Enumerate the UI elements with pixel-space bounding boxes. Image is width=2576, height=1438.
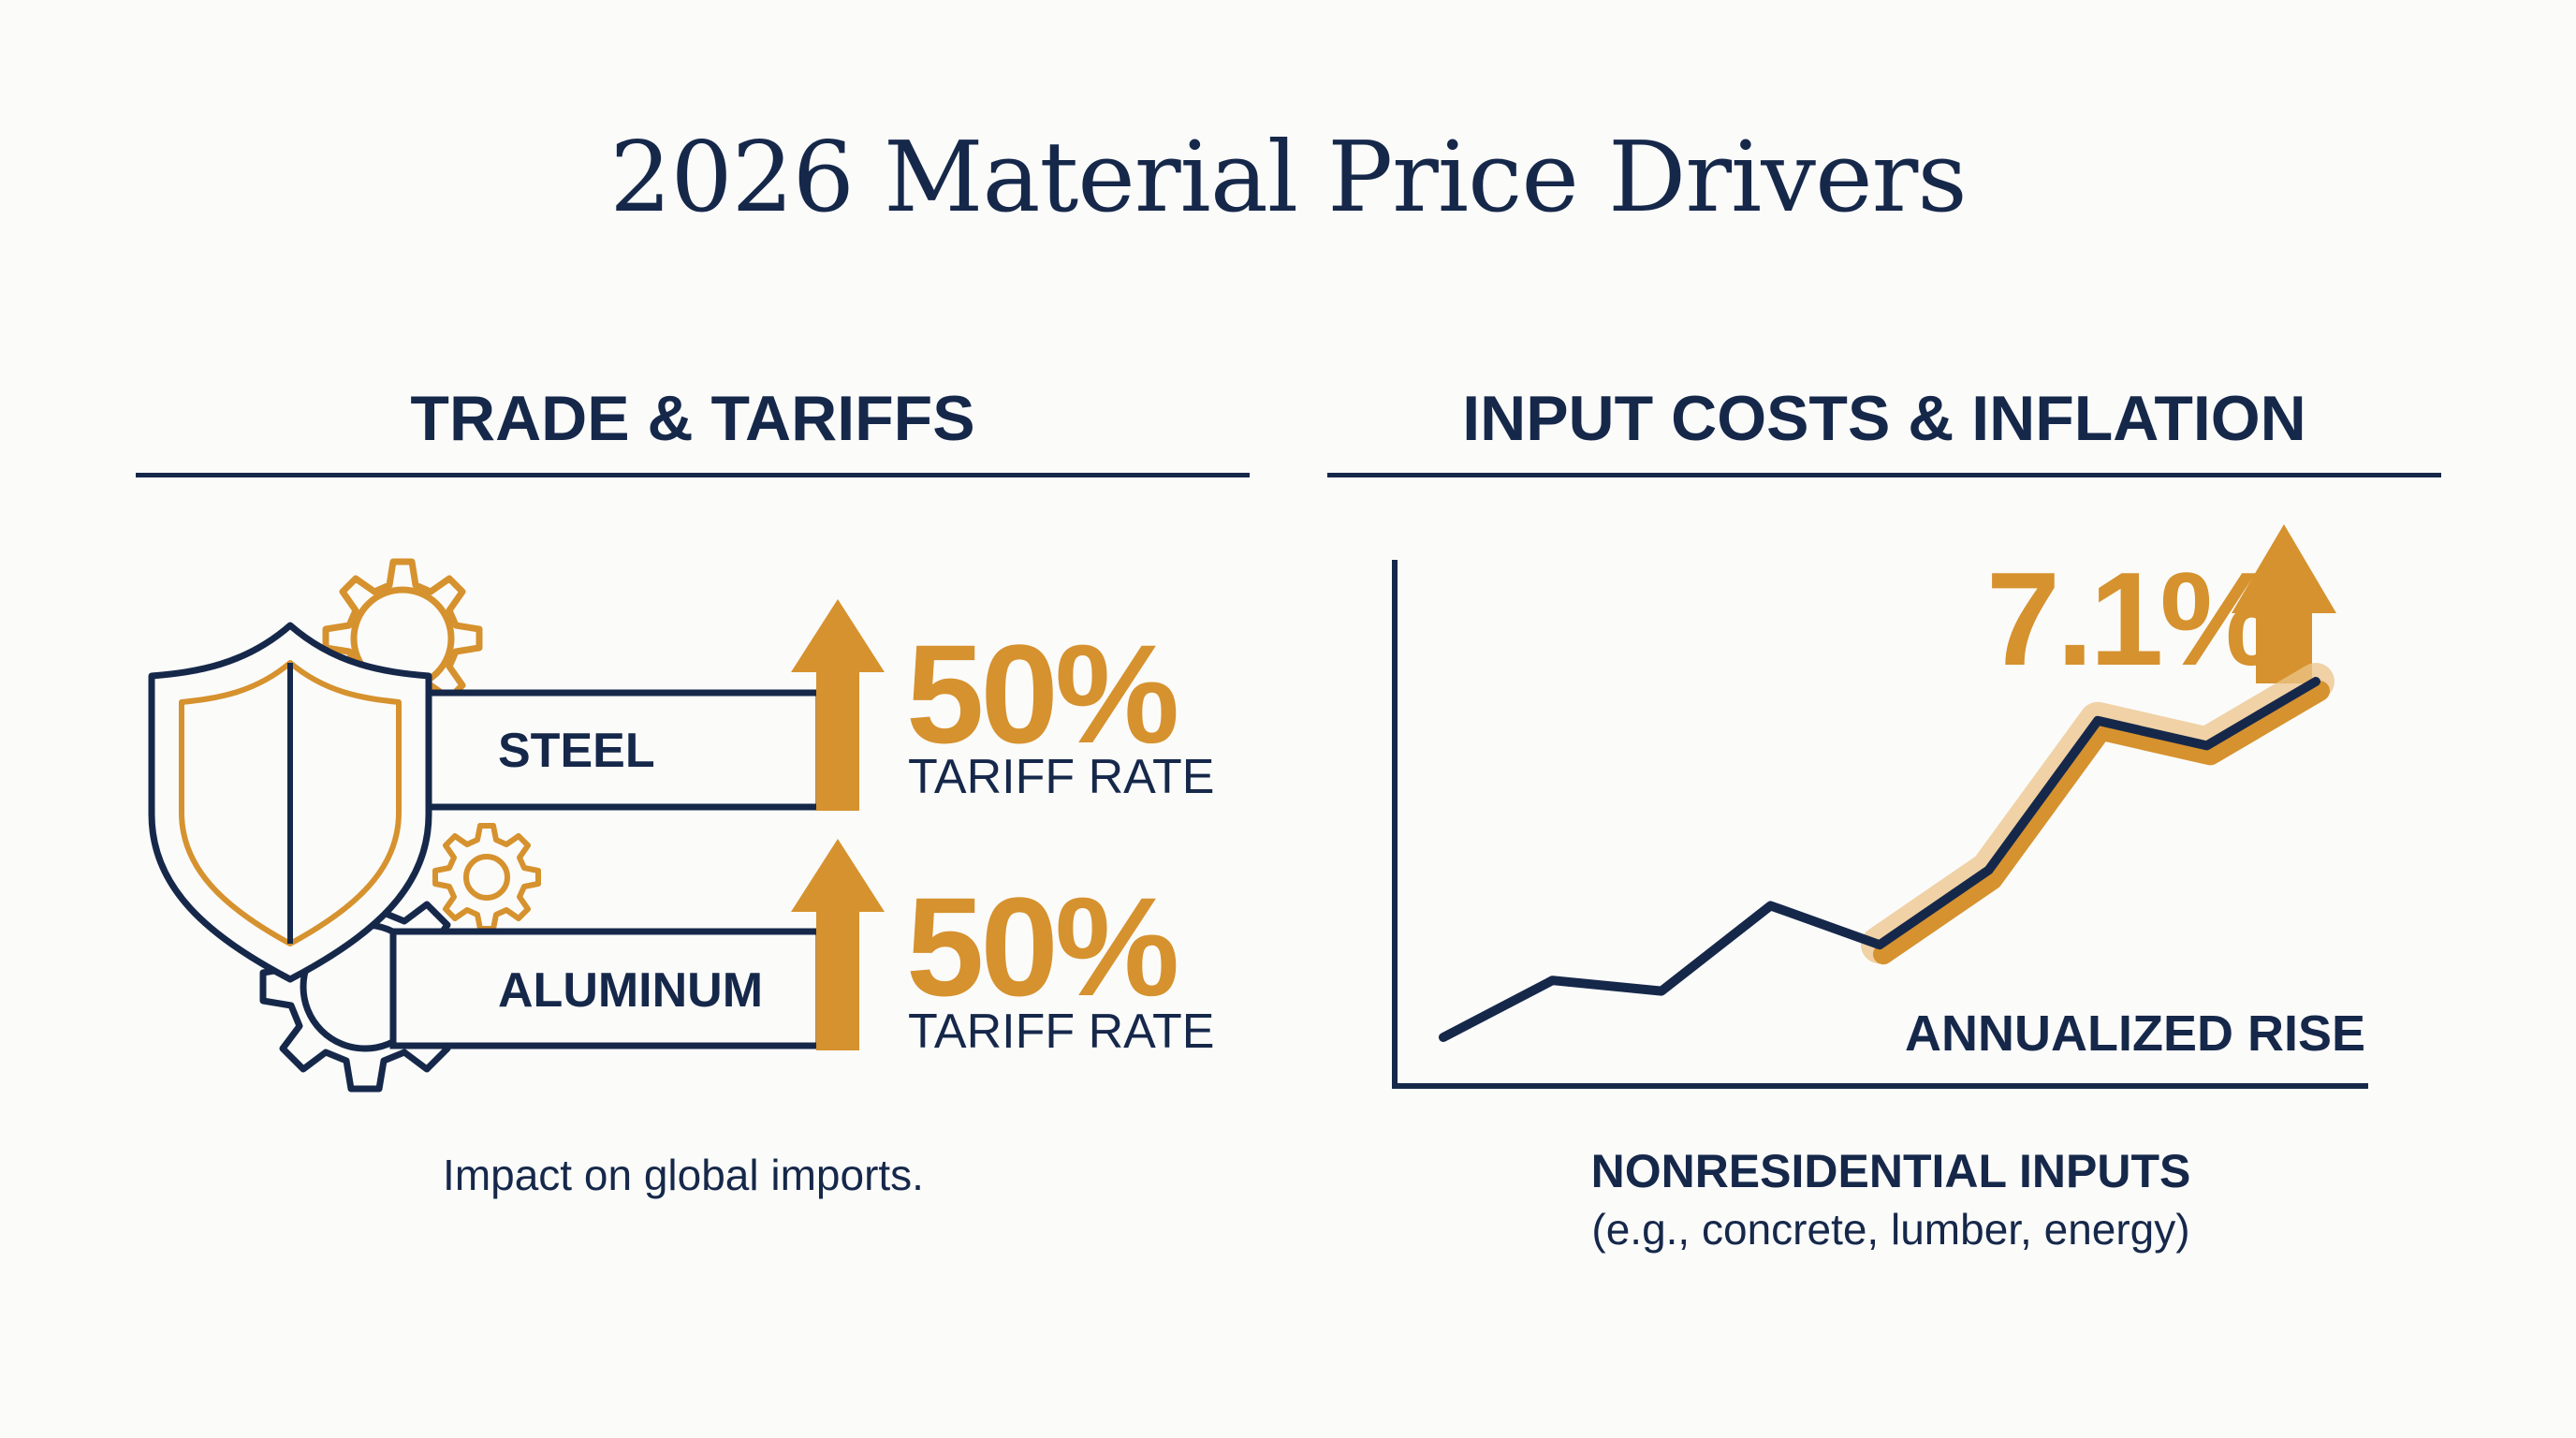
steel-tariff-percent: 50% bbox=[906, 615, 1179, 772]
data-point-3 bbox=[1769, 904, 1772, 907]
inflation-percent: 7.1% bbox=[1986, 545, 2278, 694]
aluminum-tariff-sublabel: TARIFF RATE bbox=[908, 1005, 1215, 1059]
data-point-1 bbox=[1551, 979, 1554, 982]
tariff-illustration bbox=[148, 558, 885, 1093]
gear-icon bbox=[432, 823, 541, 932]
left-heading-rule bbox=[136, 473, 1250, 477]
data-point-6 bbox=[2097, 719, 2099, 722]
data-point-0 bbox=[1442, 1036, 1444, 1038]
up-arrow-icon bbox=[791, 839, 885, 1050]
shield-icon bbox=[148, 622, 432, 983]
inflation-line-chart bbox=[1392, 524, 2368, 1089]
annualized-rise-label: ANNUALIZED RISE bbox=[1905, 1005, 2366, 1062]
page-title: 2026 Material Price Drivers bbox=[609, 120, 1967, 234]
input-costs-heading: INPUT COSTS & INFLATION bbox=[1462, 383, 2306, 454]
aluminum-tariff-percent: 50% bbox=[906, 868, 1179, 1025]
steel-tariff-sublabel: TARIFF RATE bbox=[908, 750, 1215, 804]
highlight-segment bbox=[1873, 681, 2330, 965]
aluminum-label: ALUMINUM bbox=[498, 963, 764, 1018]
steel-label: STEEL bbox=[498, 724, 655, 778]
up-arrow-icon bbox=[791, 599, 885, 811]
nonresidential-caption-title: NONRESIDENTIAL INPUTS bbox=[1590, 1145, 2191, 1197]
left-caption: Impact on global imports. bbox=[443, 1151, 924, 1199]
trade-tariffs-heading: TRADE & TARIFFS bbox=[410, 383, 975, 454]
data-point-8 bbox=[2315, 681, 2317, 682]
up-arrow-icon bbox=[2232, 524, 2336, 683]
data-point-4 bbox=[1879, 944, 1881, 946]
data-point-7 bbox=[2205, 744, 2208, 747]
data-point-5 bbox=[1987, 869, 1990, 872]
nonresidential-caption-sub: (e.g., concrete, lumber, energy) bbox=[1591, 1205, 2190, 1254]
data-point-2 bbox=[1661, 990, 1662, 992]
right-heading-rule bbox=[1327, 473, 2441, 477]
